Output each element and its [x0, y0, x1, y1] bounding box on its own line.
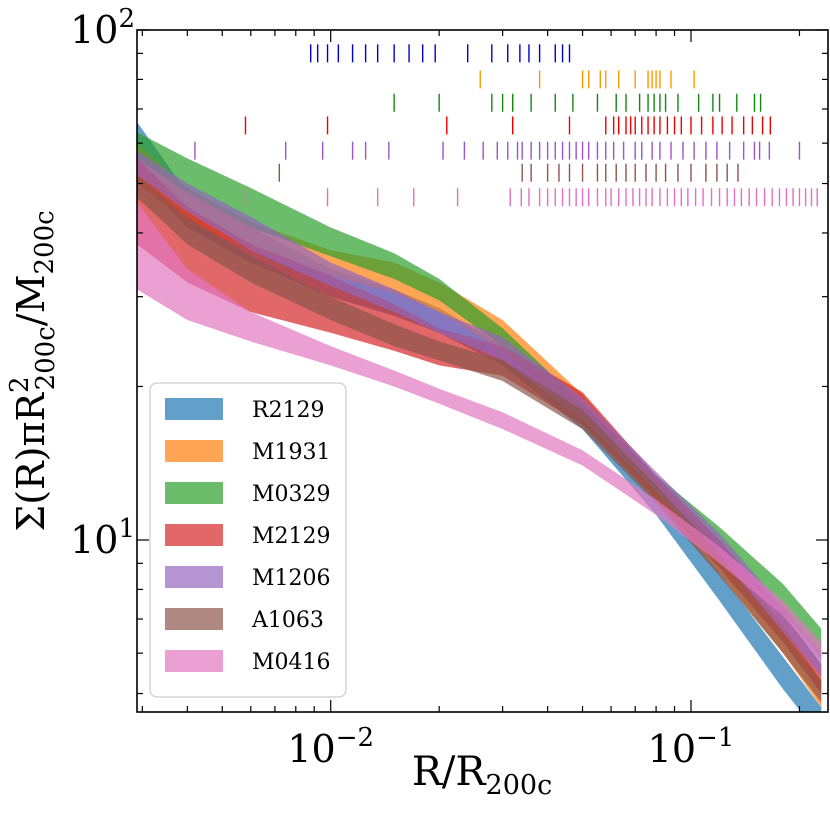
band-m0329 — [137, 132, 822, 657]
legend-swatch-m0416 — [165, 650, 223, 672]
axis-ticks — [137, 29, 828, 712]
legend-swatch-m1206 — [165, 566, 223, 588]
x-tick-label: 10−2 — [287, 723, 374, 771]
legend-label-m1931: M1931 — [252, 440, 331, 465]
svg-text:Σ(R)πR2200c/M200c: Σ(R)πR2200c/M200c — [5, 210, 61, 531]
legend-label-r2129: R2129 — [252, 398, 325, 423]
band-a1063 — [137, 174, 822, 703]
axis-tick-labels: 10−2 10−1 101 102 — [70, 4, 734, 771]
x-axis-label: R/R200c — [412, 749, 552, 801]
y-tick-label: 101 — [70, 514, 135, 562]
x-tick-label: 10−1 — [648, 723, 735, 771]
galaxy-rug-ticks — [194, 44, 818, 207]
y-tick-label: 102 — [70, 4, 135, 52]
legend-swatch-m0329 — [165, 482, 223, 504]
y-axis-label: Σ(R)πR2200c/M200c — [5, 210, 61, 531]
band-m1206 — [137, 150, 822, 677]
legend-label-m2129: M2129 — [252, 524, 331, 549]
legend-swatch-r2129 — [165, 398, 223, 420]
legend-swatch-m1931 — [165, 440, 223, 462]
legend-label-m0329: M0329 — [252, 482, 331, 507]
svg-text:R/R200c: R/R200c — [412, 749, 552, 801]
profile-bands — [137, 122, 822, 712]
legend-swatch-m2129 — [165, 524, 223, 546]
legend-label-a1063: A1063 — [251, 608, 324, 633]
legend-label-m0416: M0416 — [252, 650, 331, 675]
legend-label-m1206: M1206 — [252, 566, 331, 591]
plot-frame — [136, 29, 829, 713]
legend: R2129 M1931 M0329 M2129 M1206 A1063 M0416 — [149, 382, 347, 698]
legend-swatch-a1063 — [165, 608, 223, 630]
